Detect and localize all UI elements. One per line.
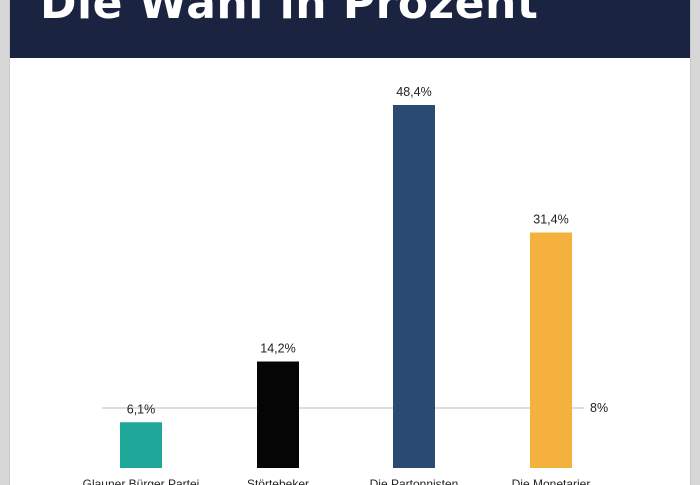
bar-2 — [257, 361, 299, 468]
category-label: Störtebeker — [247, 477, 309, 485]
category-label: Glauner Bürger Partei — [83, 477, 200, 485]
chart-card: Die Wahl in Prozent 8% 6,1% Glauner Bürger… — [9, 0, 691, 485]
category-label: Die Partonnisten — [370, 477, 459, 485]
bar-chart: 8% 6,1% Glauner Bürger Partei 14,2% Störtebe… — [83, 85, 608, 485]
category-label: Die Monetarier — [512, 477, 591, 485]
reference-line-label: 8% — [590, 401, 608, 415]
bar-value-label: 14,2% — [260, 342, 295, 356]
bar-value-label: 48,4% — [396, 85, 431, 99]
chart-title: Die Wahl in Prozent — [40, 0, 539, 29]
bar-value-label: 31,4% — [533, 213, 568, 227]
chart-header: Die Wahl in Prozent — [10, 0, 690, 58]
bar-3 — [393, 105, 435, 468]
bar-4 — [530, 232, 572, 468]
bar-value-label: 6,1% — [127, 402, 156, 416]
bar-1 — [120, 422, 162, 468]
